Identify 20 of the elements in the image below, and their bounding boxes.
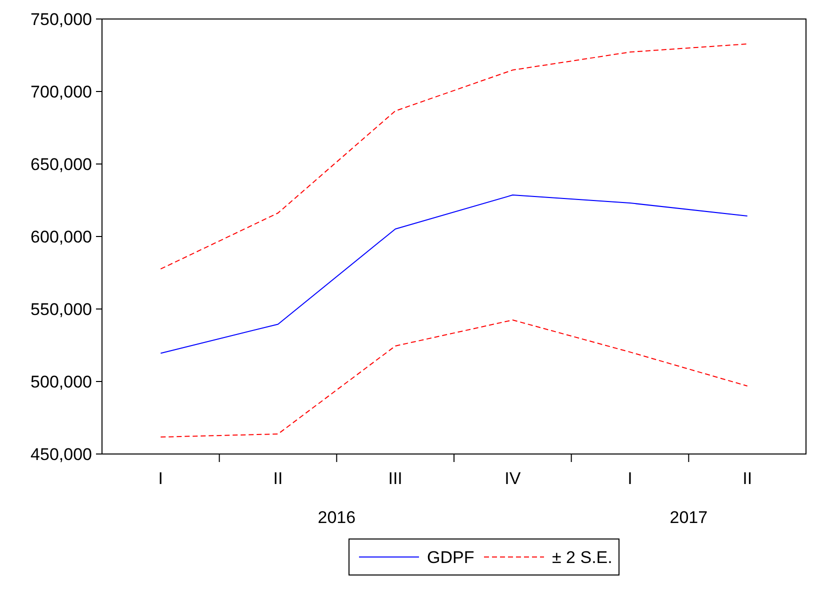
legend-label: ± 2 S.E. [552,548,612,567]
y-tick-label: 500,000 [30,372,92,392]
y-tick-label: 700,000 [30,82,92,102]
x-tick-label: IV [504,469,522,488]
y-tick-label: 450,000 [30,444,92,464]
x-tick-label: II [273,469,283,488]
y-tick-label: 550,000 [30,300,92,319]
line-series [160,43,748,270]
text: 2016 [318,508,356,527]
y-tick-label: 750,000 [30,10,92,29]
line-series [160,194,748,354]
y-tick-label: 600,000 [30,227,92,246]
text: 2017 [670,508,708,527]
x-tick-label: III [388,469,402,488]
x-tick-label: II [742,469,752,488]
line-series [160,320,748,438]
legend-label: GDPF [427,548,474,567]
x-tick-label: I [158,469,164,488]
y-tick-label: 650,000 [30,154,92,174]
x-tick-label: I [628,469,632,488]
